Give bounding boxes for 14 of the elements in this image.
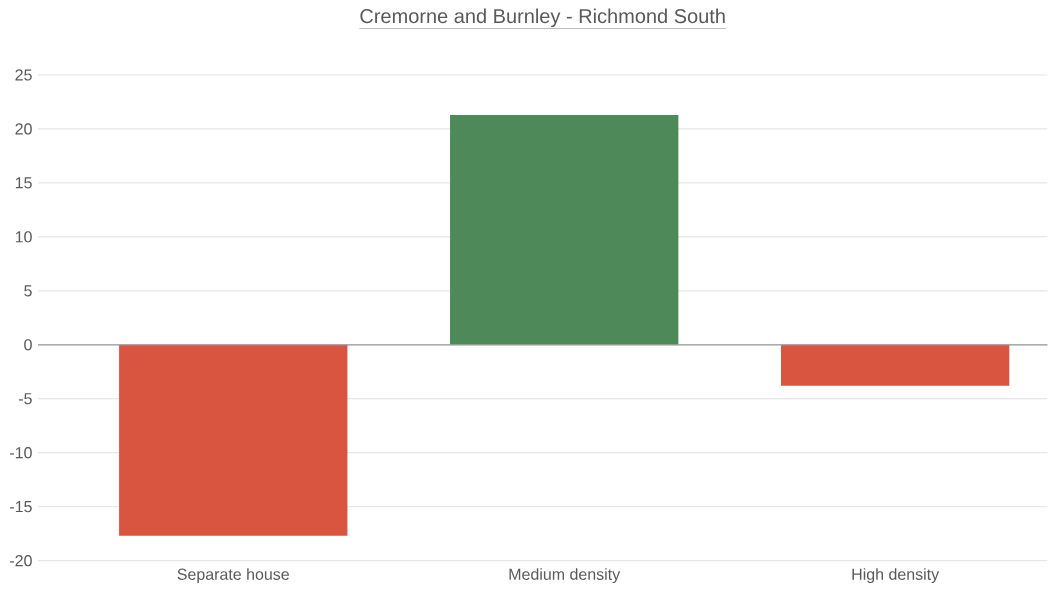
- x-tick-label: High density: [852, 568, 940, 584]
- y-tick-label: 10: [15, 231, 32, 243]
- y-tick-label: 0: [24, 339, 32, 351]
- y-tick-label: -10: [10, 447, 32, 459]
- y-tick-label: 25: [15, 69, 32, 81]
- y-tick-label: 5: [24, 285, 32, 297]
- x-tick-label: Medium density: [509, 568, 621, 584]
- y-tick-label: -5: [18, 393, 32, 405]
- x-tick-label: Separate house: [177, 568, 289, 584]
- y-tick-label: -15: [10, 501, 32, 513]
- chart-title: Cremorne and Burnley - Richmond South: [360, 8, 725, 28]
- y-tick-label: -20: [10, 555, 32, 567]
- y-tick-label: 15: [15, 177, 32, 189]
- y-tick-label: 20: [15, 123, 32, 135]
